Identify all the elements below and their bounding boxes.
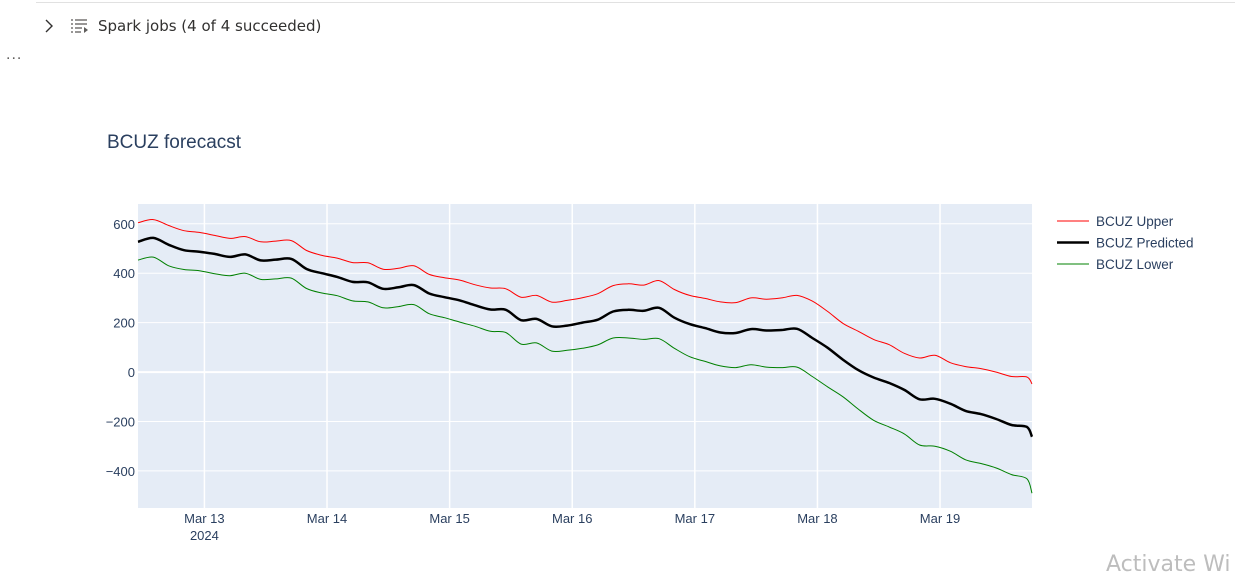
y-tick-label: −400 <box>106 464 135 479</box>
chevron-right-icon[interactable] <box>40 17 58 35</box>
y-tick-label: 600 <box>113 217 135 232</box>
activate-windows-watermark: Activate Wi <box>1106 552 1231 577</box>
list-jobs-icon <box>70 17 92 35</box>
legend[interactable]: BCUZ Upper BCUZ Predicted BCUZ Lower <box>1057 214 1194 272</box>
spark-jobs-label: Spark jobs (4 of 4 succeeded) <box>98 17 322 35</box>
y-tick-label: 200 <box>113 316 135 331</box>
x-tick-label: Mar 18 <box>797 511 837 526</box>
legend-item-bcuz-upper[interactable]: BCUZ Upper <box>1096 214 1174 229</box>
cell-top-border <box>36 0 1235 3</box>
x-tick-label: Mar 16 <box>552 511 592 526</box>
y-tick-label: −200 <box>106 414 135 429</box>
spark-jobs-toggle[interactable]: Spark jobs (4 of 4 succeeded) <box>40 13 321 39</box>
grid-lines <box>138 204 1032 508</box>
series-lines <box>137 219 1034 494</box>
x-tick-label: Mar 17 <box>675 511 715 526</box>
plot-area <box>138 204 1032 508</box>
chart-title: BCUZ forecacst <box>107 132 242 153</box>
x-tick-label: Mar 15 <box>429 511 469 526</box>
y-tick-label: 0 <box>128 365 135 380</box>
y-tick-label: 400 <box>113 266 135 281</box>
series-line-bcuz-lower <box>137 256 1033 494</box>
series-line-bcuz-upper <box>137 219 1033 385</box>
x-year-label: 2024 <box>190 528 219 543</box>
legend-item-bcuz-lower[interactable]: BCUZ Lower <box>1096 257 1174 272</box>
more-options-button[interactable]: ... <box>6 46 23 63</box>
x-tick-label: Mar 14 <box>307 511 347 526</box>
series-line-bcuz-predicted <box>137 236 1034 438</box>
y-axis: 600 400 200 0 −200 −400 <box>106 217 135 479</box>
legend-item-bcuz-predicted[interactable]: BCUZ Predicted <box>1096 236 1194 251</box>
x-axis: Mar 13 Mar 14 Mar 15 Mar 16 Mar 17 Mar 18 Mar … <box>184 511 960 543</box>
x-tick-label: Mar 13 <box>184 511 224 526</box>
x-tick-label: Mar 19 <box>920 511 960 526</box>
